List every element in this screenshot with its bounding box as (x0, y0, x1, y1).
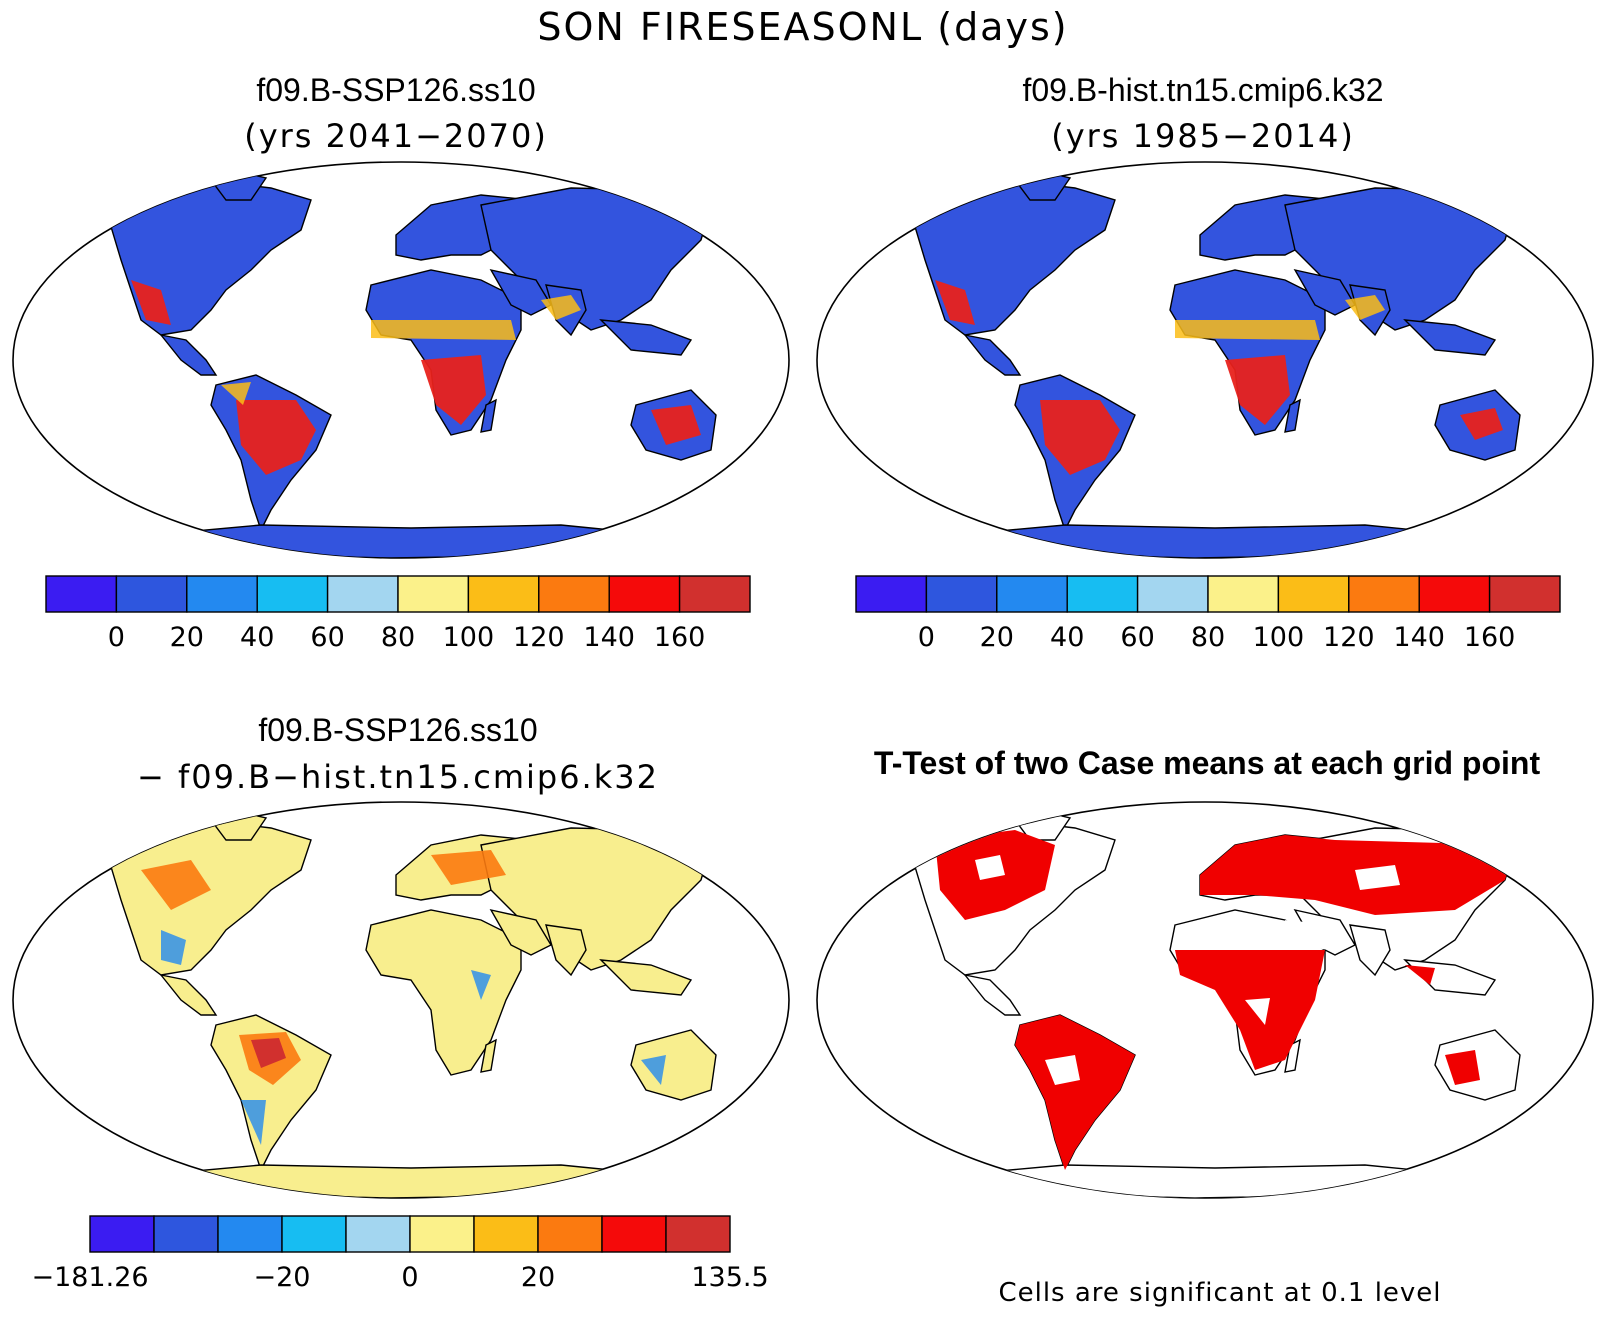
colorbar-swatch (678, 575, 751, 613)
colorbar-swatch (45, 575, 118, 613)
negative-anomaly (161, 930, 666, 1145)
colorbar-swatch (855, 575, 928, 613)
colorbar-tick-label: 20 (980, 622, 1014, 653)
panel-title: T-Test of two Case means at each grid po… (874, 745, 1541, 781)
transition-fill (1175, 295, 1385, 340)
colorbar-tick-label: 20 (170, 622, 204, 653)
colorbar-ssp126: 0 20 40 60 80 100 120 140 160 (45, 575, 751, 653)
colorbar-swatch (467, 575, 540, 613)
colorbar-swatch (665, 1215, 731, 1253)
colorbar-tick-label: 0 (108, 622, 125, 653)
colorbar-tick-label: 160 (1464, 622, 1516, 653)
colorbar-tick-label: −20 (254, 1262, 311, 1293)
panel-hist: f09.B-hist.tn15.cmip6.k32 (yrs 1985−2014… (816, 72, 1594, 559)
panel-subtitle: (yrs 1985−2014) (1051, 117, 1355, 155)
colorbar-swatch (397, 575, 470, 613)
panel-title: f09.B-SSP126.ss10 (256, 72, 535, 108)
colorbar-swatch (473, 1215, 539, 1253)
panel-ttest: T-Test of two Case means at each grid po… (816, 745, 1594, 1199)
map-frame (12, 801, 790, 1199)
non-significant-gaps (975, 855, 1400, 1085)
colorbar-swatch (326, 575, 399, 613)
colorbar-hist: 0 20 40 60 80 100 120 140 160 (855, 575, 1561, 653)
hotspot-fill (935, 280, 1503, 475)
colorbar-swatch (1488, 575, 1561, 613)
colorbar-swatch (256, 575, 329, 613)
strong-positive (251, 1038, 286, 1068)
panel-ssp126: f09.B-SSP126.ss10 (yrs 2041−2070) (12, 72, 790, 559)
colorbar-swatch (537, 1215, 603, 1253)
colorbar-tick-label: 120 (1323, 622, 1375, 653)
colorbar-swatch (281, 1215, 347, 1253)
colorbar-swatch (115, 575, 188, 613)
colorbar-swatch (1277, 575, 1350, 613)
colorbar-tick-label: 80 (381, 622, 415, 653)
colorbar-tick-label: 100 (1253, 622, 1305, 653)
colorbar-swatch (1207, 575, 1280, 613)
colorbar-tick-label: 20 (521, 1262, 555, 1293)
colorbar-swatch (345, 1215, 411, 1253)
colorbar-tick-label: 120 (513, 622, 565, 653)
map-frame (816, 801, 1594, 1199)
panel-title: f09.B-hist.tn15.cmip6.k32 (1022, 72, 1383, 108)
panel-subtitle: − f09.B−hist.tn15.cmip6.k32 (137, 758, 659, 796)
map-frame (12, 161, 790, 559)
colorbar-swatch (925, 575, 998, 613)
colorbar-swatch (538, 575, 610, 613)
colorbar-swatch (996, 575, 1068, 613)
panel-subtitle: (yrs 2041−2070) (244, 117, 548, 155)
colorbar-tick-label: 80 (1191, 622, 1225, 653)
transition-fill (221, 295, 581, 405)
colorbar-tick-label: 160 (654, 622, 706, 653)
colorbar-tick-label: 60 (310, 622, 344, 653)
panel-title: f09.B-SSP126.ss10 (258, 712, 537, 748)
colorbar-swatch (1418, 575, 1491, 613)
colorbar-swatch (153, 1215, 219, 1253)
colorbar-swatch (601, 1215, 667, 1253)
colorbar-tick-label: 135.5 (691, 1262, 768, 1293)
map-frame (816, 161, 1594, 559)
colorbar-tick-label: −181.26 (31, 1262, 148, 1293)
colorbar-tick-label: 40 (1050, 622, 1084, 653)
colorbar-swatch (1136, 575, 1209, 613)
colorbar-swatch (217, 1215, 283, 1253)
colorbar-swatch (409, 1215, 475, 1253)
colorbar-swatch (89, 1215, 155, 1253)
colorbar-tick-label: 140 (583, 622, 635, 653)
colorbar-tick-label: 0 (918, 622, 935, 653)
hotspot-fill (131, 280, 701, 475)
colorbar-swatch (186, 575, 258, 613)
colorbar-tick-label: 40 (240, 622, 274, 653)
colorbar-tick-label: 100 (443, 622, 495, 653)
colorbar-swatch (1348, 575, 1420, 613)
colorbar-swatch (1066, 575, 1139, 613)
colorbar-diff: −181.26 −20 0 20 135.5 (31, 1215, 769, 1293)
panel-diff: f09.B-SSP126.ss10 − f09.B−hist.tn15.cmip… (12, 712, 790, 1199)
colorbar-tick-label: 0 (401, 1262, 418, 1293)
significance-note: Cells are significant at 0.1 level (998, 1278, 1441, 1308)
figure-title: SON FIRESEASONL (days) (537, 5, 1068, 49)
colorbar-tick-label: 140 (1393, 622, 1445, 653)
colorbar-swatch (608, 575, 681, 613)
colorbar-tick-label: 60 (1120, 622, 1154, 653)
